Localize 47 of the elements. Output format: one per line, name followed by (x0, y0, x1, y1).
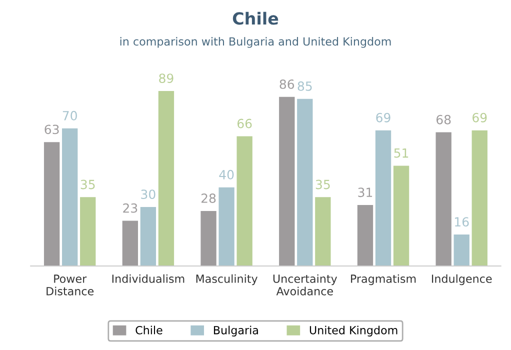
x-tick-label: Uncertainty Avoidance (273, 274, 338, 296)
data-label: 86 (280, 79, 294, 89)
bar (200, 210, 216, 266)
bar (393, 166, 410, 266)
x-tick-label: Individualism (112, 274, 184, 283)
data-label: 28 (201, 194, 216, 203)
legend-label: Chile (136, 326, 162, 334)
bar (279, 96, 295, 266)
data-label: 31 (358, 188, 372, 198)
bar (122, 220, 138, 266)
data-label: 16 (455, 217, 469, 227)
chart-title: Chile (232, 12, 278, 25)
data-label: 51 (394, 148, 408, 158)
bar (140, 207, 156, 266)
x-tick-label: Power Distance (46, 274, 94, 296)
data-label: 70 (62, 110, 77, 120)
data-label: 30 (141, 190, 156, 200)
bar (315, 197, 331, 266)
bar (357, 205, 374, 266)
bar (80, 197, 96, 266)
bar (297, 98, 313, 266)
data-label: 66 (237, 118, 252, 128)
data-label: 89 (159, 74, 174, 84)
data-label: 35 (316, 180, 330, 190)
bar (375, 130, 392, 266)
legend-label: United Kingdom (310, 326, 398, 336)
bar (472, 130, 488, 266)
bar (44, 142, 60, 266)
x-tick-label: Pragmatism (351, 274, 416, 286)
x-tick-label: Masculinity (196, 274, 258, 286)
data-label: 35 (80, 180, 95, 190)
bar (454, 234, 470, 266)
x-tick-label: Indulgence (432, 274, 492, 286)
chart-subtitle: in comparison with Bulgaria and United Kingdom (120, 37, 391, 48)
data-label: 63 (44, 124, 59, 134)
legend-label: Bulgaria (214, 326, 258, 336)
bar (62, 128, 78, 266)
data-label: 68 (436, 114, 451, 124)
data-label: 69 (376, 112, 390, 122)
bar (158, 91, 174, 266)
data-label: 23 (123, 203, 138, 213)
bar (436, 132, 452, 266)
data-label: 40 (219, 170, 234, 180)
data-label: 85 (298, 81, 312, 91)
data-label: 69 (472, 112, 487, 122)
bar (236, 136, 252, 266)
bar (218, 187, 234, 266)
